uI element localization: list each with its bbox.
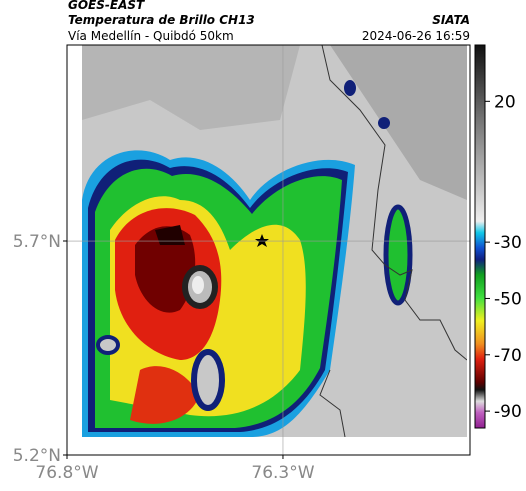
map-area: 76.8°W 76.3°W 5.7°N 5.2°N [13,44,471,483]
cloud-field [82,45,467,437]
location-marker [255,234,269,247]
map-frame [66,44,471,456]
colorbar-ramp [474,44,486,429]
colorbar-tick-label: -70 [494,346,522,366]
source: SIATA [432,13,470,27]
x-tick-label: 76.8°W [35,463,98,483]
y-tick-label: 5.7°N [13,232,61,252]
timestamp: 2024-06-26 16:59 [362,29,470,43]
colorbar-tick-label: -30 [494,233,522,253]
colorbar-ticks: 20 -30 -50 -70 -90 [485,92,522,422]
colorbar-tick-label: -50 [494,289,522,309]
colorbar-tick-label: -90 [494,402,522,422]
y-tick-label: 5.2°N [13,446,61,466]
x-tick-label: 76.3°W [251,463,314,483]
subtitle: Vía Medellín - Quibdó 50km [68,29,234,43]
colorbar-tick-label: 20 [494,92,516,112]
title-line-1: GOES-EAST [68,0,145,12]
colorbar: 20 -30 -50 -70 -90 [474,44,522,429]
title-line-2: Temperatura de Brillo CH13 [68,13,255,27]
